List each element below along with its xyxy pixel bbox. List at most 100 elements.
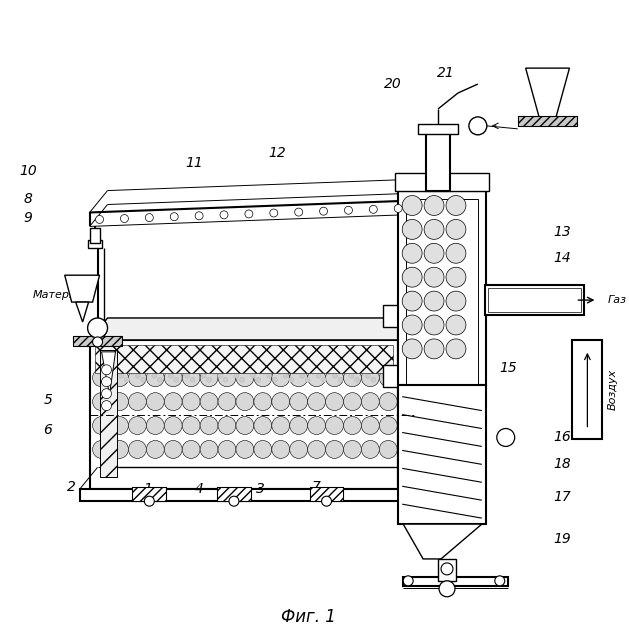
Circle shape (254, 369, 272, 387)
Circle shape (379, 393, 398, 411)
Text: 18: 18 (554, 458, 571, 471)
Polygon shape (526, 68, 569, 119)
Circle shape (369, 205, 377, 213)
Circle shape (128, 417, 147, 435)
Circle shape (343, 369, 362, 387)
Text: 12: 12 (268, 146, 286, 160)
Circle shape (311, 369, 316, 374)
Circle shape (218, 393, 236, 411)
Circle shape (111, 440, 128, 458)
Text: 7: 7 (312, 480, 321, 494)
Circle shape (87, 318, 108, 338)
Circle shape (182, 417, 200, 435)
Circle shape (223, 377, 228, 382)
Circle shape (96, 216, 104, 223)
Text: Фиг. 1: Фиг. 1 (281, 607, 336, 626)
Circle shape (343, 369, 348, 374)
Circle shape (272, 393, 290, 411)
Bar (89, 228, 99, 243)
Circle shape (128, 393, 147, 411)
Circle shape (101, 388, 111, 399)
Bar (398, 191, 486, 385)
Circle shape (261, 369, 266, 374)
Circle shape (101, 365, 111, 375)
Bar (488, 288, 581, 312)
Text: 14: 14 (554, 252, 571, 265)
Text: 4: 4 (194, 483, 204, 496)
Circle shape (343, 393, 362, 411)
Circle shape (320, 207, 328, 215)
Circle shape (234, 373, 239, 378)
Polygon shape (75, 302, 89, 322)
Circle shape (111, 369, 128, 387)
Polygon shape (403, 524, 482, 559)
Circle shape (497, 429, 515, 447)
Text: 8: 8 (23, 191, 32, 205)
Bar (89, 340, 398, 489)
Bar (395, 173, 489, 191)
Circle shape (272, 440, 290, 458)
Circle shape (402, 291, 422, 311)
Circle shape (362, 417, 379, 435)
Bar (518, 116, 577, 126)
Circle shape (446, 339, 466, 359)
Bar (416, 300, 426, 484)
Circle shape (147, 440, 164, 458)
Circle shape (164, 369, 182, 387)
Circle shape (278, 369, 283, 374)
Circle shape (290, 440, 308, 458)
Circle shape (97, 369, 102, 374)
Circle shape (240, 377, 245, 382)
Circle shape (200, 369, 218, 387)
Circle shape (424, 196, 444, 216)
Circle shape (254, 440, 272, 458)
Circle shape (141, 377, 146, 382)
Bar (73, 336, 123, 346)
Text: 10: 10 (19, 164, 36, 178)
Text: 20: 20 (384, 77, 402, 91)
Circle shape (236, 369, 254, 387)
Circle shape (424, 339, 444, 359)
Circle shape (362, 369, 379, 387)
Circle shape (424, 243, 444, 263)
Circle shape (290, 369, 308, 387)
Circle shape (379, 417, 398, 435)
Bar (80, 489, 403, 501)
Circle shape (111, 417, 128, 435)
Circle shape (236, 440, 254, 458)
Circle shape (379, 440, 398, 458)
Circle shape (236, 417, 254, 435)
Circle shape (327, 369, 332, 374)
Circle shape (101, 377, 111, 387)
Circle shape (289, 377, 294, 382)
Circle shape (360, 369, 365, 374)
Circle shape (308, 417, 326, 435)
Circle shape (113, 369, 118, 374)
Circle shape (92, 417, 111, 435)
Circle shape (144, 496, 154, 506)
Circle shape (326, 393, 343, 411)
Circle shape (135, 373, 140, 378)
Circle shape (308, 369, 326, 387)
Polygon shape (65, 275, 99, 302)
Circle shape (326, 417, 343, 435)
Circle shape (125, 377, 130, 382)
Circle shape (402, 339, 422, 359)
Text: 16: 16 (554, 431, 571, 444)
Circle shape (121, 214, 128, 223)
Text: Газ: Газ (607, 295, 626, 305)
Circle shape (424, 291, 444, 311)
Bar (383, 365, 403, 387)
Bar (488, 290, 584, 310)
Circle shape (92, 369, 111, 387)
Circle shape (164, 393, 182, 411)
Circle shape (402, 243, 422, 263)
Circle shape (402, 268, 422, 287)
Circle shape (439, 581, 455, 596)
Circle shape (147, 417, 164, 435)
Circle shape (182, 369, 200, 387)
Circle shape (290, 417, 308, 435)
Circle shape (402, 315, 422, 335)
Circle shape (92, 337, 103, 347)
Circle shape (349, 373, 354, 378)
